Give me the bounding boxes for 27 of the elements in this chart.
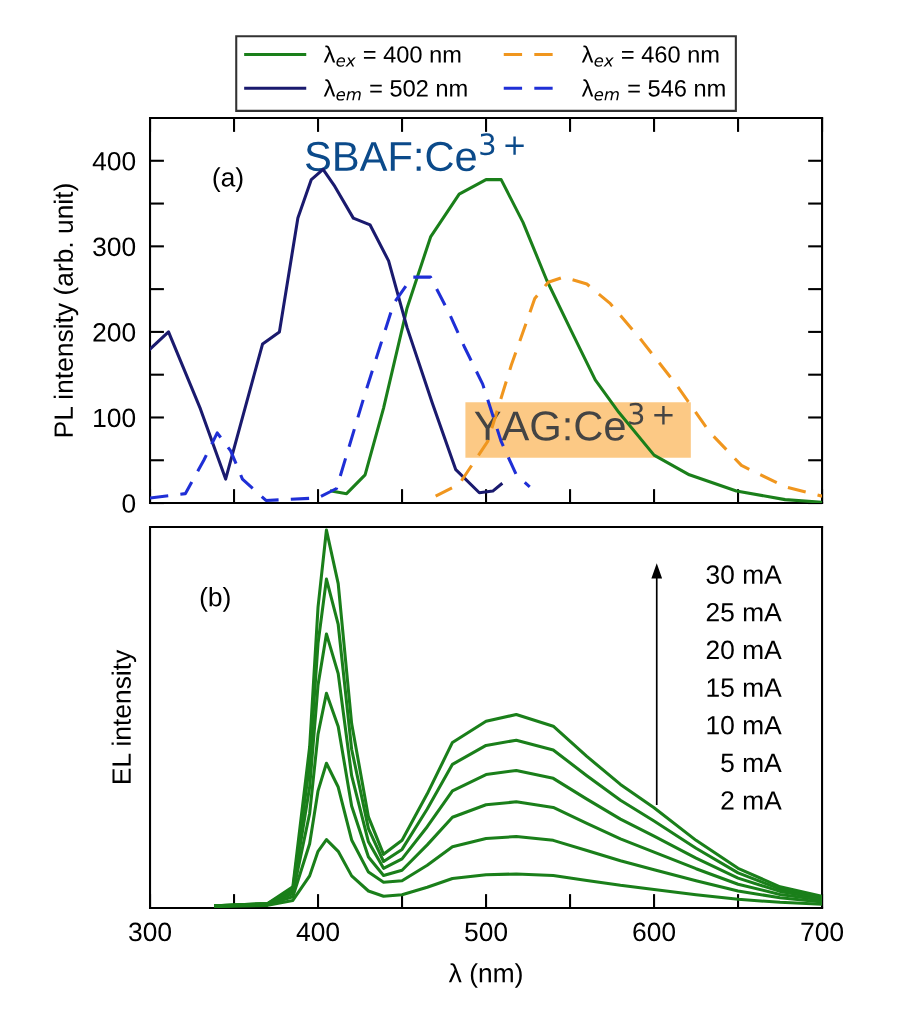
annotation: SBAF:Ce$^{3+}$: [305, 133, 524, 172]
x-tick-label: 700: [801, 922, 844, 942]
x-tick-label: 600: [633, 922, 676, 942]
x-tick-label: 500: [465, 922, 508, 942]
annotation: (a): [213, 167, 243, 192]
annotation: 5 mA: [721, 753, 782, 773]
y-tick-label: 100: [94, 408, 136, 428]
annotation: 2 mA: [721, 791, 782, 810]
y-tick-label: 0: [122, 494, 136, 513]
legend-label: λ$_{ex}$ = 460 nm: [581, 45, 719, 67]
y-tick-label: 300: [93, 237, 136, 257]
annotation: 30 mA: [706, 565, 782, 584]
annotation: 10 mA: [707, 715, 782, 735]
annotation: (b): [200, 587, 230, 612]
y-axis-title: EL intensity: [111, 649, 137, 784]
legend-label: λ$_{em}$ = 546 nm: [581, 79, 725, 101]
annotation: 25 mA: [706, 602, 782, 622]
x-tick-label: 300: [129, 922, 172, 942]
x-axis-title: λ (nm): [448, 963, 522, 988]
y-tick-label: 400: [92, 151, 136, 171]
legend-label: λ$_{ex}$ = 400 nm: [323, 45, 461, 67]
annotation: 20 mA: [706, 640, 782, 660]
y-axis-title: PL intensity (arb. unit): [53, 184, 79, 437]
y-tick-label: 200: [93, 323, 136, 342]
annotation: 15 mA: [707, 678, 782, 697]
x-tick-label: 400: [296, 922, 340, 942]
legend-label: λ$_{em}$ = 502 nm: [323, 79, 467, 101]
